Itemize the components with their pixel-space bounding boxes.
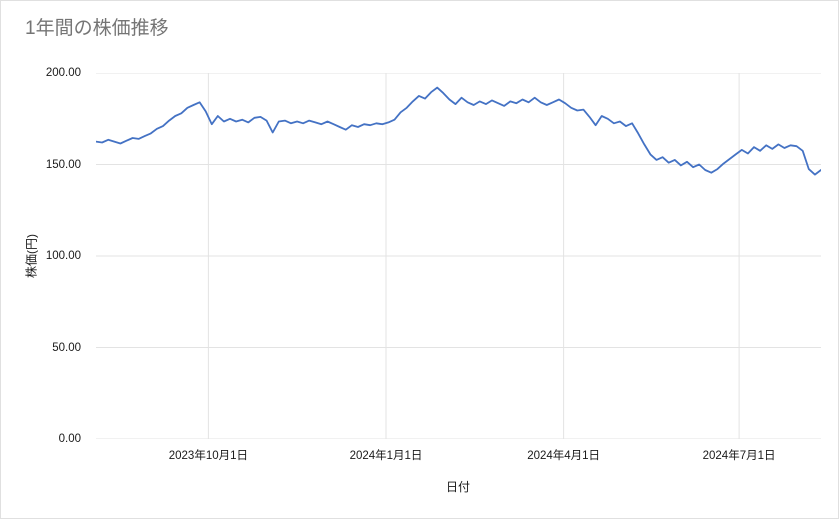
y-tick-label: 0.00 xyxy=(58,433,81,445)
x-tick-label: 2024年4月1日 xyxy=(527,450,601,462)
x-tick-label: 2024年7月1日 xyxy=(702,450,776,462)
y-axis-ticks: 200.00 150.00 100.00 50.00 0.00 xyxy=(1,67,89,445)
line-chart-plot xyxy=(96,73,821,439)
x-tick-label: 2024年1月1日 xyxy=(349,450,423,462)
x-tick-label: 2023年10月1日 xyxy=(168,450,249,462)
price-line-series xyxy=(96,86,821,176)
y-tick-label: 100.00 xyxy=(45,250,81,262)
x-axis-ticks: 2023年10月1日 2024年1月1日 2024年4月1日 2024年7月1日 xyxy=(96,447,821,463)
x-axis-title: 日付 xyxy=(445,480,471,494)
y-tick-label: 50.00 xyxy=(52,341,81,354)
y-tick-label: 200.00 xyxy=(45,67,81,79)
plot-area xyxy=(96,73,821,439)
chart-title: 1年間の株価推移 xyxy=(25,18,169,39)
y-tick-label: 150.00 xyxy=(45,158,81,171)
